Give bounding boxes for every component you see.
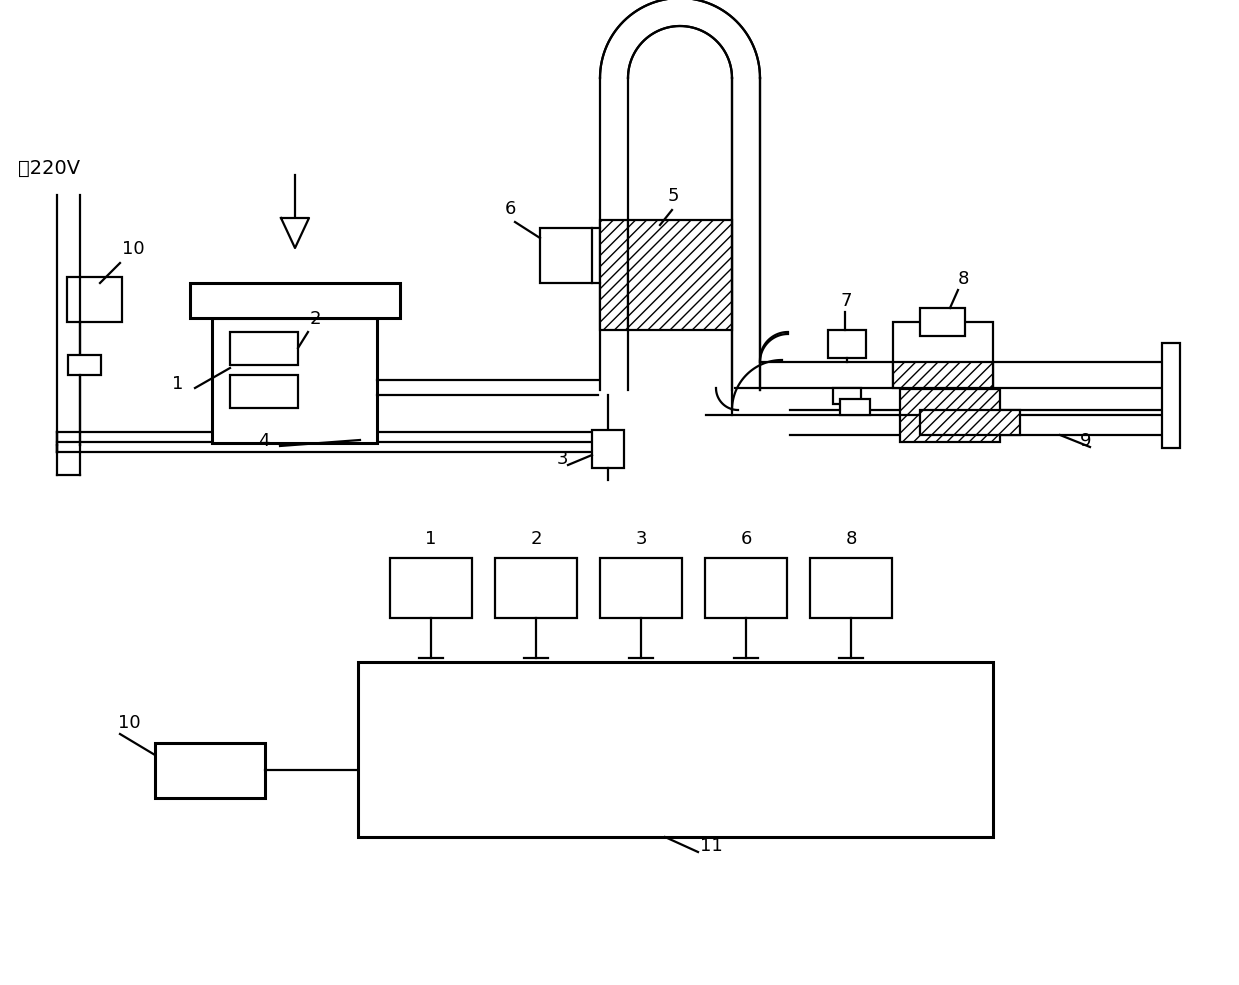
Bar: [390, 558, 472, 618]
Text: 1: 1: [172, 375, 183, 393]
Text: 6: 6: [506, 200, 517, 218]
Bar: [893, 362, 992, 388]
Bar: [540, 228, 592, 283]
Bar: [921, 410, 1020, 435]
Bar: [155, 743, 265, 798]
Text: 10: 10: [118, 714, 140, 732]
Bar: [705, 558, 787, 618]
Bar: [828, 330, 866, 358]
Bar: [212, 318, 377, 443]
Text: 4: 4: [258, 432, 270, 450]
Bar: [358, 662, 992, 837]
Bar: [900, 389, 1000, 416]
Bar: [1162, 343, 1180, 448]
Bar: [496, 558, 577, 618]
Bar: [840, 399, 870, 415]
Bar: [67, 277, 121, 322]
Text: 7: 7: [840, 292, 851, 310]
Bar: [810, 558, 892, 618]
Text: 11: 11: [700, 837, 722, 855]
Bar: [230, 375, 299, 408]
Text: 8: 8: [845, 530, 856, 548]
Text: 1: 1: [425, 530, 436, 548]
Text: 2: 2: [310, 310, 321, 328]
Text: 9: 9: [1080, 432, 1092, 450]
Text: 6: 6: [741, 530, 752, 548]
Polygon shape: [281, 218, 309, 248]
Bar: [600, 220, 628, 330]
Bar: [68, 355, 102, 375]
Text: 5: 5: [668, 187, 679, 205]
Bar: [833, 388, 861, 404]
Text: 2: 2: [530, 530, 541, 548]
Text: 3: 3: [558, 450, 569, 468]
Bar: [190, 283, 400, 318]
Bar: [600, 558, 681, 618]
Bar: [921, 308, 965, 336]
Bar: [628, 220, 732, 330]
Text: 8: 8: [958, 270, 969, 288]
Bar: [900, 415, 1000, 442]
Text: 3: 3: [636, 530, 647, 548]
Text: 接220V: 接220V: [19, 159, 81, 178]
Bar: [893, 322, 992, 387]
Bar: [230, 332, 299, 365]
Bar: [592, 430, 624, 468]
Text: 10: 10: [121, 240, 145, 258]
